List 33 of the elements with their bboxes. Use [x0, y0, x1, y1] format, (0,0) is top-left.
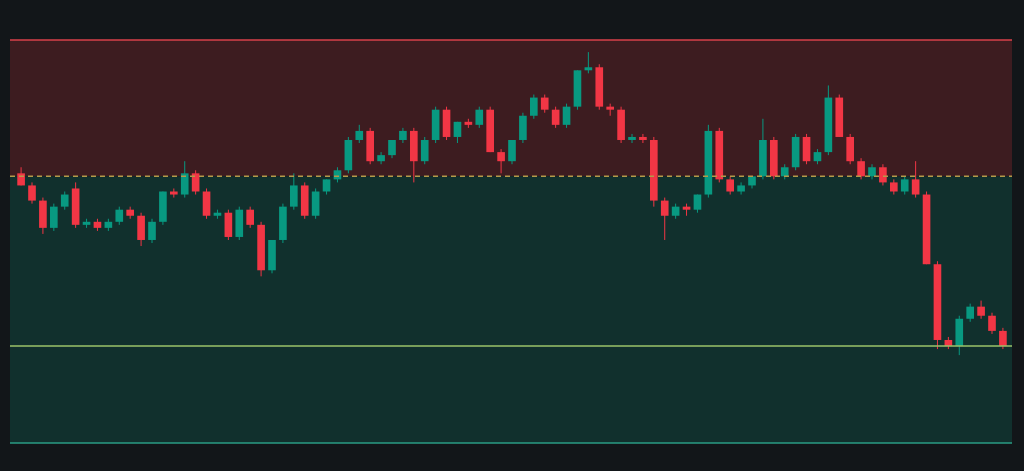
candlestick	[857, 157, 865, 180]
candlestick	[639, 133, 647, 144]
candlestick	[879, 163, 887, 186]
candlestick	[420, 136, 429, 165]
candlestick	[148, 218, 156, 244]
candlestick	[988, 312, 996, 335]
candlestick	[290, 172, 298, 211]
candlestick	[584, 51, 593, 74]
candlestick	[28, 181, 36, 205]
candlestick	[737, 181, 745, 196]
candlestick	[50, 203, 58, 232]
candlestick	[497, 148, 505, 174]
candlestick	[191, 169, 200, 196]
candlestick	[540, 94, 549, 114]
candlestick	[530, 94, 538, 120]
candlestick	[562, 103, 571, 129]
candlestick	[475, 106, 484, 129]
candlestick	[900, 175, 909, 196]
candlestick	[628, 133, 636, 144]
candlestick	[660, 197, 669, 241]
candlestick	[966, 303, 974, 323]
candlestick	[246, 206, 254, 229]
candlestick	[355, 124, 364, 144]
candlestick	[551, 106, 560, 129]
candlestick	[911, 160, 920, 199]
candlestick	[180, 160, 189, 199]
candlestick	[726, 175, 734, 196]
candlestick	[999, 327, 1007, 350]
candlestick	[115, 206, 124, 226]
candlestick	[977, 300, 985, 320]
candlestick	[508, 139, 516, 165]
candlestick	[377, 151, 385, 165]
candlestick	[60, 191, 69, 211]
